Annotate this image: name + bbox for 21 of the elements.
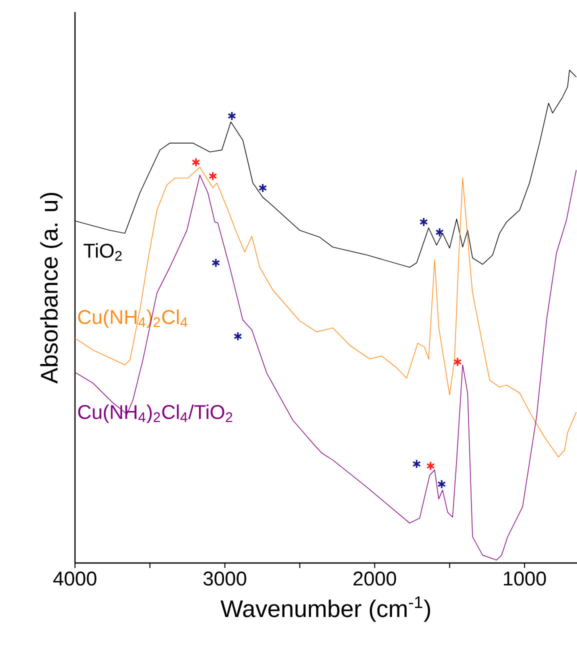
series-label: Cu(NH$_{4}$)$_{2}$Cl$_{4}$ [78,310,188,328]
point [234,331,242,342]
series-label: TiO$_{2}$ [84,243,122,261]
point [212,258,220,268]
x-tick-label: 4000 [53,572,96,586]
x-tick-label: 3000 [203,572,246,586]
point [426,461,435,471]
y-axis-title: Absorbance (a. u) [40,192,62,384]
series-label: Cu(NH$_{4}$)$_{2}$Cl$_{4}$/TiO$_{2}$ [78,404,232,424]
point [412,459,421,469]
x-tick-label: 2000 [354,572,396,586]
x-axis-title: Wavenumber (cm$^{-1}$) [220,596,430,622]
point [435,227,444,238]
point [208,171,218,181]
point [419,217,428,227]
point [228,111,236,121]
point [437,479,446,489]
x-tick-label: 1000 [504,572,546,586]
point [258,183,268,193]
point [453,357,462,367]
point [192,158,200,168]
